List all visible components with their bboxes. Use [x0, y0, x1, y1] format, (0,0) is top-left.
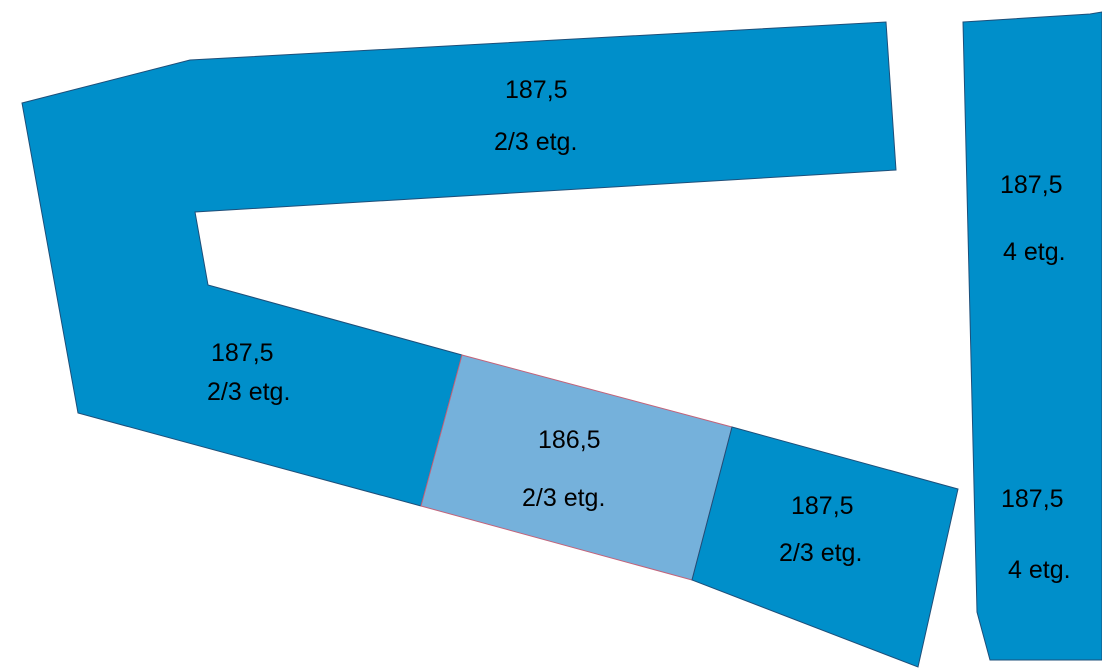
building-east-shape [962, 11, 1102, 661]
block-east-upper-height: 187,5 [1000, 171, 1063, 199]
block-east-lower-height: 187,5 [1001, 485, 1064, 513]
block-southeast-floors: 2/3 etg. [779, 539, 863, 567]
building-north-west-shape [21, 21, 897, 507]
block-west-height: 187,5 [211, 339, 274, 367]
block-west-floors: 2/3 etg. [207, 378, 291, 406]
block-north-floors: 2/3 etg. [494, 128, 578, 156]
building-southeast-shape [691, 426, 959, 668]
building-middle-shape [420, 354, 733, 581]
block-middle-height: 186,5 [538, 426, 601, 454]
block-north-height: 187,5 [505, 76, 568, 104]
block-middle-floors: 2/3 etg. [522, 484, 606, 512]
block-southeast-height: 187,5 [791, 492, 854, 520]
block-east-upper-floors: 4 etg. [1003, 238, 1066, 266]
block-east-lower-floors: 4 etg. [1008, 556, 1071, 584]
